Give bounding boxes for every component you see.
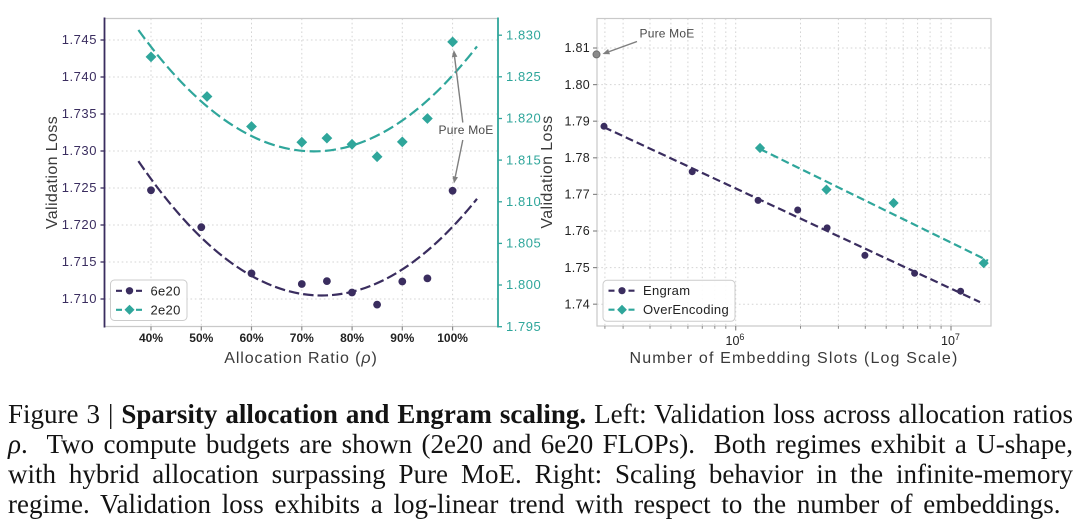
svg-text:Number of Embedding Slots (Log: Number of Embedding Slots (Log Scale) [630, 350, 959, 367]
svg-text:100%: 100% [437, 331, 468, 345]
svg-text:1.730: 1.730 [62, 143, 97, 158]
svg-text:1.805: 1.805 [506, 236, 541, 251]
svg-text:OverEncoding: OverEncoding [643, 302, 729, 317]
svg-text:1.800: 1.800 [506, 277, 541, 292]
svg-text:Pure MoE: Pure MoE [640, 27, 695, 41]
svg-text:1.830: 1.830 [506, 27, 541, 42]
svg-text:1.710: 1.710 [62, 291, 97, 306]
svg-text:106: 106 [726, 332, 745, 348]
svg-text:6e20: 6e20 [151, 283, 181, 298]
svg-text:70%: 70% [290, 331, 314, 345]
svg-text:Validation Loss: Validation Loss [44, 116, 61, 229]
svg-text:1.720: 1.720 [62, 217, 97, 232]
svg-text:1.810: 1.810 [506, 194, 541, 209]
svg-text:80%: 80% [340, 331, 364, 345]
svg-text:1.74: 1.74 [564, 297, 590, 311]
svg-text:1.80: 1.80 [564, 78, 590, 92]
svg-text:Engram: Engram [643, 283, 690, 298]
svg-text:Allocation Ratio (ρ): Allocation Ratio (ρ) [224, 350, 377, 367]
svg-text:1.715: 1.715 [62, 254, 97, 269]
svg-text:1.75: 1.75 [564, 261, 590, 275]
svg-text:Validation Loss: Validation Loss [539, 115, 556, 228]
svg-text:1.795: 1.795 [506, 319, 541, 334]
svg-text:1.740: 1.740 [62, 69, 97, 84]
svg-text:1.735: 1.735 [62, 106, 97, 121]
svg-text:50%: 50% [189, 331, 213, 345]
svg-text:1.745: 1.745 [62, 32, 97, 47]
svg-text:1.81: 1.81 [564, 41, 590, 55]
svg-text:1.815: 1.815 [506, 152, 541, 167]
svg-text:1.76: 1.76 [564, 224, 590, 238]
svg-text:60%: 60% [239, 331, 263, 345]
svg-text:1.77: 1.77 [564, 188, 590, 202]
svg-text:1.79: 1.79 [564, 114, 590, 128]
svg-text:40%: 40% [139, 331, 163, 345]
svg-text:Pure MoE: Pure MoE [439, 123, 494, 137]
svg-text:1.725: 1.725 [62, 180, 97, 195]
svg-text:1.825: 1.825 [506, 69, 541, 84]
svg-text:1.820: 1.820 [506, 111, 541, 126]
svg-text:90%: 90% [390, 331, 414, 345]
svg-text:2e20: 2e20 [151, 302, 181, 317]
svg-text:107: 107 [941, 332, 960, 348]
svg-text:1.78: 1.78 [564, 151, 590, 165]
